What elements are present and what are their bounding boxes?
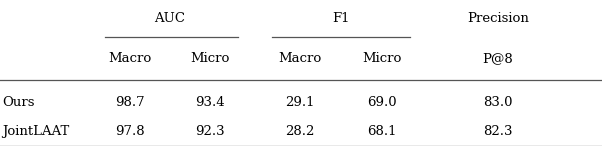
Text: 83.0: 83.0: [483, 96, 513, 109]
Text: Micro: Micro: [190, 52, 230, 65]
Text: Ours: Ours: [2, 96, 34, 109]
Text: 97.8: 97.8: [115, 125, 145, 138]
Text: 93.4: 93.4: [195, 96, 225, 109]
Text: JointLAAT: JointLAAT: [2, 125, 69, 138]
Text: Micro: Micro: [362, 52, 402, 65]
Text: F1: F1: [332, 12, 350, 26]
Text: Precision: Precision: [467, 12, 529, 26]
Text: 68.1: 68.1: [367, 125, 397, 138]
Text: 28.2: 28.2: [285, 125, 315, 138]
Text: P@8: P@8: [483, 52, 514, 65]
Text: Macro: Macro: [108, 52, 152, 65]
Text: AUC: AUC: [155, 12, 185, 26]
Text: 82.3: 82.3: [483, 125, 513, 138]
Text: 92.3: 92.3: [195, 125, 225, 138]
Text: 98.7: 98.7: [115, 96, 145, 109]
Text: 29.1: 29.1: [285, 96, 315, 109]
Text: 69.0: 69.0: [367, 96, 397, 109]
Text: Macro: Macro: [278, 52, 321, 65]
